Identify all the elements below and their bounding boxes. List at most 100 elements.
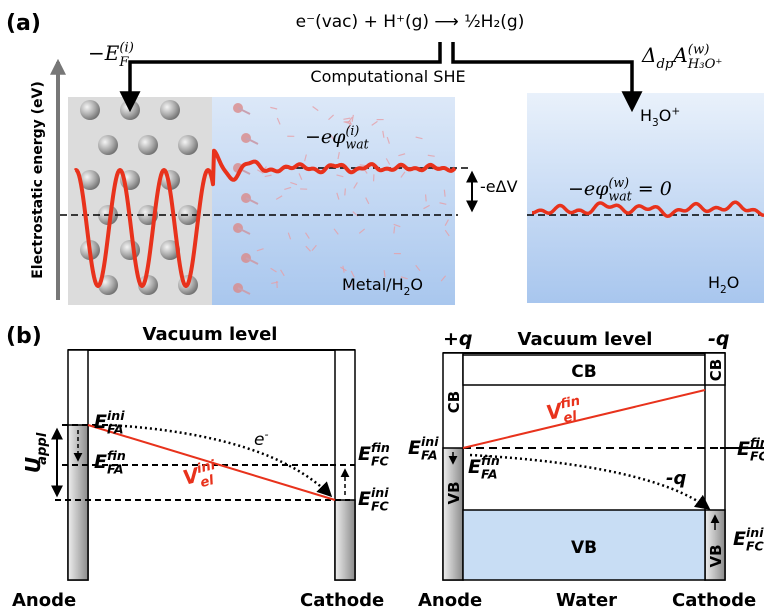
water-molecule <box>347 116 353 124</box>
hydrogen-bond <box>237 227 251 235</box>
fermi-label: Eini FA <box>94 408 125 437</box>
fermi-label-part: E <box>468 456 481 478</box>
ion-label-part: 3 <box>652 117 659 129</box>
charge-label: +q <box>443 328 473 350</box>
metal-atom <box>80 170 100 190</box>
water-molecule <box>256 169 264 174</box>
fermi-label-part: ini <box>421 434 439 449</box>
metal-potential-part: wat <box>345 137 369 152</box>
band-label: CB <box>445 391 463 413</box>
water-molecule <box>444 229 450 237</box>
water-molecule <box>304 154 307 162</box>
electrode-label: Cathode <box>300 590 384 611</box>
fermi-label-part: FC <box>371 499 390 514</box>
ion-label-part: O <box>659 106 672 125</box>
carrier-label: -q <box>666 468 686 489</box>
electrode-label: Water <box>556 590 617 611</box>
region-label-part: H <box>708 273 720 292</box>
band-label: VB <box>707 544 725 567</box>
water-potential-part: −eφ <box>568 178 609 200</box>
fermi-label-part: ini <box>107 408 125 423</box>
dipole-term-part: dp <box>656 57 673 72</box>
fermi-label: Eini FC <box>358 485 390 514</box>
water-molecule <box>256 248 264 252</box>
water-molecule <box>415 136 423 140</box>
panel-label: (b) <box>6 324 42 349</box>
electrode-label: Anode <box>418 590 482 611</box>
potential-label: Vfinel <box>544 394 585 430</box>
ion-label-part: + <box>671 105 680 117</box>
water-molecule <box>400 276 408 280</box>
fermi-level-label-part: F <box>118 55 129 70</box>
fermi-label-part: FC <box>750 449 764 464</box>
panel-label: (a) <box>6 11 41 36</box>
carrier-label-part: e <box>254 430 264 450</box>
cathode-fill <box>334 499 356 581</box>
metal-atom <box>138 275 158 295</box>
water-molecule <box>312 106 319 112</box>
water-molecule <box>415 264 421 272</box>
bias-label-part: appl <box>35 432 50 465</box>
potential-profile-water <box>531 200 764 218</box>
water-molecule <box>353 182 358 189</box>
water-molecule <box>304 232 310 239</box>
anode-fill <box>67 424 89 581</box>
hydrogen-bond <box>237 287 251 295</box>
charge-label: -q <box>708 328 730 350</box>
water-molecule <box>444 219 450 226</box>
water-molecule <box>276 280 278 289</box>
band-label: VB <box>571 538 597 558</box>
water-molecule <box>348 121 352 129</box>
region-label: H2O <box>708 273 739 296</box>
region-label-part: O <box>410 275 423 294</box>
water-molecule <box>287 232 292 240</box>
water-molecule <box>280 269 285 277</box>
potential-profile-metal <box>73 148 457 288</box>
water-molecule <box>336 192 340 200</box>
water-molecule <box>298 173 303 181</box>
metal-potential-part: (i) <box>345 123 359 138</box>
water-potential-part: = 0 <box>632 178 672 200</box>
fermi-label-part: E <box>94 451 107 473</box>
hydrogen-bond <box>237 107 251 115</box>
drawing: Electrostatic energy (eV) (a) e⁻(vac) + H⁺… <box>6 11 764 611</box>
potential-label-part: fin <box>559 394 581 413</box>
water-molecule <box>385 158 391 165</box>
electron-transfer <box>109 423 333 498</box>
water-molecule <box>398 153 406 157</box>
water-molecule <box>346 283 353 290</box>
electrostatic-potential <box>462 389 706 449</box>
ion-label: H3O+ <box>640 105 680 129</box>
fermi-label: Efin FA <box>94 448 126 477</box>
region-label-part: 2 <box>720 284 727 296</box>
band-label: CB <box>707 359 725 381</box>
fermi-label-part: FC <box>371 454 390 469</box>
water-molecule <box>351 114 354 122</box>
water-molecule <box>342 265 345 273</box>
fermi-label-part: E <box>408 437 421 459</box>
valence-band <box>462 509 706 581</box>
bias-label: Uappl <box>21 432 50 473</box>
hydrogen-bond <box>245 137 259 145</box>
metal-atom <box>98 135 118 155</box>
dipole-term-part: Δ <box>641 43 656 67</box>
ion-label-part: H <box>640 106 652 125</box>
water-molecule <box>424 194 427 202</box>
water-molecule <box>365 197 370 205</box>
region-label-part: 2 <box>404 286 411 298</box>
potential-label-part: V <box>544 398 566 425</box>
water-molecule <box>333 228 339 235</box>
water-molecule <box>328 114 335 121</box>
fermi-label-part: fin <box>107 448 126 463</box>
water-molecule <box>350 270 355 278</box>
reaction: e⁻(vac) + H⁺(g) ⟶ ½H₂(g) <box>296 12 525 32</box>
fermi-label-part: FA <box>107 462 124 477</box>
water-molecule <box>275 195 283 200</box>
band-label: CB <box>571 362 596 382</box>
fermi-label-part: E <box>737 438 750 460</box>
water-molecule <box>386 136 390 144</box>
fermi-label-part: FA <box>481 467 498 482</box>
